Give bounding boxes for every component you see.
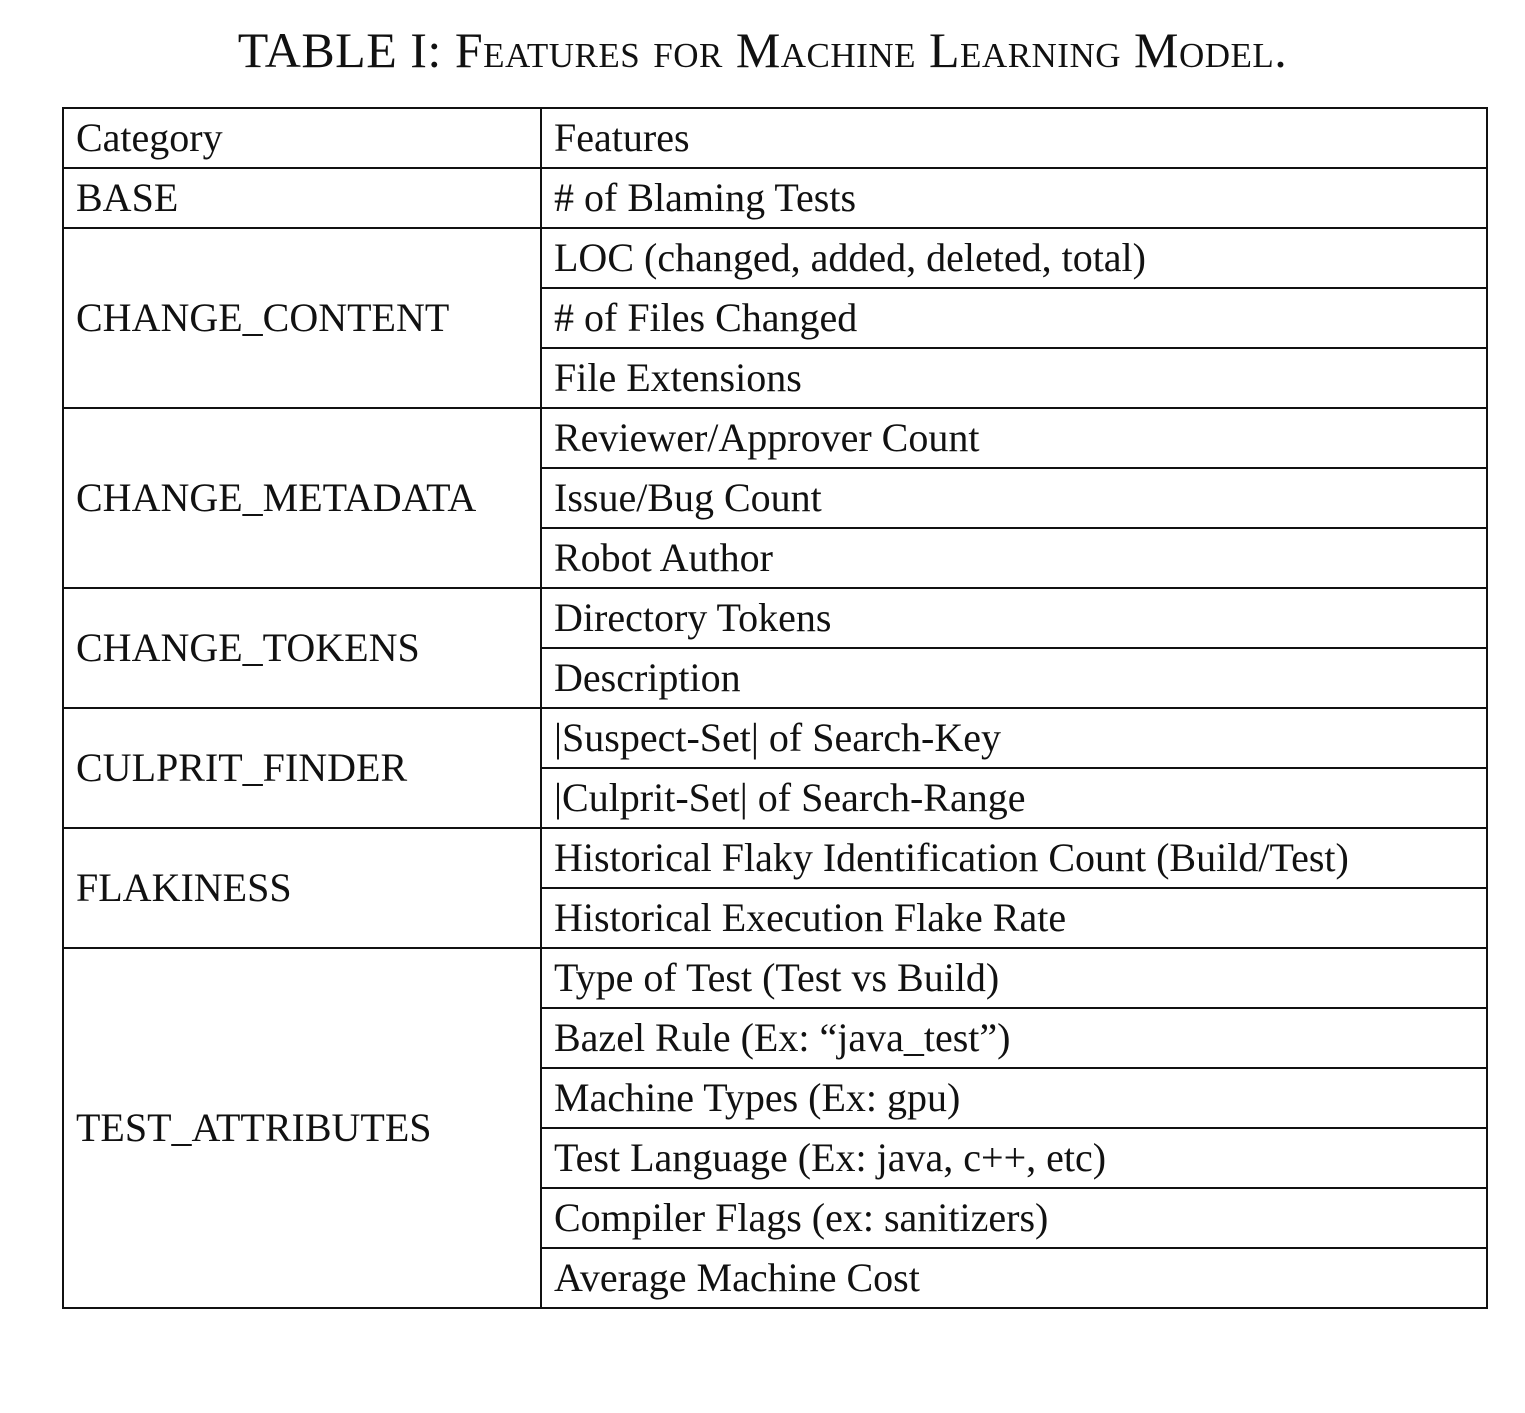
feature-cell: File Extensions xyxy=(540,347,1488,409)
features-table: Category Features BASE # of Blaming Tests… xyxy=(62,107,1488,1309)
feature-cell: LOC (changed, added, deleted, total) xyxy=(540,227,1488,289)
table-row: |Culprit-Set| of Search-Range xyxy=(63,767,1488,829)
table-row: Average Machine Cost xyxy=(63,1247,1488,1309)
table-caption-label: TABLE I: xyxy=(237,22,442,78)
feature-cell: Machine Types (Ex: gpu) xyxy=(540,1067,1488,1129)
table-row: # of Files Changed xyxy=(63,287,1488,349)
feature-cell: Historical Flaky Identification Count (B… xyxy=(540,827,1488,889)
feature-cell: Historical Execution Flake Rate xyxy=(540,887,1488,949)
table-row: Test Language (Ex: java, c++, etc) xyxy=(63,1127,1488,1189)
category-cell: FLAKINESS xyxy=(62,827,542,949)
category-cell: CHANGE_CONTENT xyxy=(62,227,542,409)
table-row: CHANGE_METADATA Reviewer/Approver Count xyxy=(62,407,1488,589)
category-cell: CULPRIT_FINDER xyxy=(62,707,542,829)
feature-cell: Directory Tokens xyxy=(540,587,1488,649)
header-category: Category xyxy=(62,107,542,169)
feature-cell: Compiler Flags (ex: sanitizers) xyxy=(540,1187,1488,1249)
table-caption: TABLE I: Features for Machine Learning M… xyxy=(0,18,1525,82)
feature-cell: Type of Test (Test vs Build) xyxy=(540,947,1488,1009)
table-row: Description xyxy=(63,647,1488,709)
table-row: File Extensions xyxy=(63,347,1488,409)
feature-cell: Robot Author xyxy=(540,527,1488,589)
table-row: Compiler Flags (ex: sanitizers) xyxy=(63,1187,1488,1249)
table-row: FLAKINESS Historical Flaky Identification… xyxy=(62,827,1488,949)
table-row: CHANGE_CONTENT LOC (changed, added, delet… xyxy=(62,227,1488,409)
table-row: CULPRIT_FINDER |Suspect-Set| of Search-Ke… xyxy=(62,707,1488,829)
feature-cell: |Culprit-Set| of Search-Range xyxy=(540,767,1488,829)
feature-cell: # of Blaming Tests xyxy=(540,167,1488,229)
category-cell: CHANGE_METADATA xyxy=(62,407,542,589)
table-row: Robot Author xyxy=(63,527,1488,589)
feature-cell: Bazel Rule (Ex: “java_test”) xyxy=(540,1007,1488,1069)
table-row: TEST_ATTRIBUTES Type of Test (Test vs Bui… xyxy=(62,947,1488,1309)
features-table-body: Category Features BASE # of Blaming Tests… xyxy=(62,107,1488,1309)
feature-cell: # of Files Changed xyxy=(540,287,1488,349)
table-header-row: Category Features xyxy=(62,107,1488,169)
feature-cell: |Suspect-Set| of Search-Key xyxy=(540,707,1488,769)
feature-cell: Description xyxy=(540,647,1488,709)
header-features: Features xyxy=(540,107,1488,169)
table-row: Historical Execution Flake Rate xyxy=(63,887,1488,949)
category-cell: CHANGE_TOKENS xyxy=(62,587,542,709)
table-row: Machine Types (Ex: gpu) xyxy=(63,1067,1488,1129)
feature-cell: Average Machine Cost xyxy=(540,1247,1488,1309)
table-row: CHANGE_TOKENS Directory Tokens xyxy=(62,587,1488,709)
table-row: Bazel Rule (Ex: “java_test”) xyxy=(63,1007,1488,1069)
table-caption-title: Features for Machine Learning Model. xyxy=(454,22,1288,78)
category-cell: BASE xyxy=(62,167,542,229)
feature-cell: Issue/Bug Count xyxy=(540,467,1488,529)
table-row: Issue/Bug Count xyxy=(63,467,1488,529)
feature-cell: Test Language (Ex: java, c++, etc) xyxy=(540,1127,1488,1189)
table-row: BASE # of Blaming Tests xyxy=(62,167,1488,229)
feature-cell: Reviewer/Approver Count xyxy=(540,407,1488,469)
category-cell: TEST_ATTRIBUTES xyxy=(62,947,542,1309)
